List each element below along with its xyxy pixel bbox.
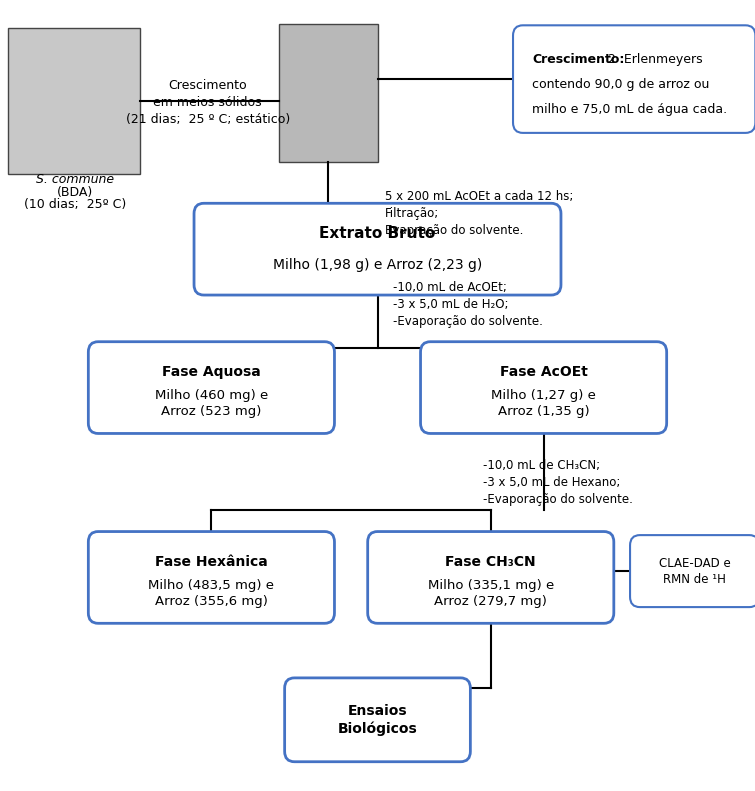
Text: Extrato Bruto: Extrato Bruto	[319, 226, 436, 240]
Text: 5 x 200 mL AcOEt a cada 12 hs;
Filtração;
Evapração do solvente.: 5 x 200 mL AcOEt a cada 12 hs; Filtração…	[385, 190, 574, 237]
FancyBboxPatch shape	[513, 25, 755, 133]
FancyBboxPatch shape	[88, 342, 334, 433]
FancyBboxPatch shape	[630, 535, 755, 607]
Text: 2  Erlenmeyers: 2 Erlenmeyers	[603, 53, 702, 66]
FancyBboxPatch shape	[194, 203, 561, 295]
Text: Milho (1,98 g) e Arroz (2,23 g): Milho (1,98 g) e Arroz (2,23 g)	[273, 258, 482, 272]
Text: Crescimento:: Crescimento:	[532, 53, 624, 66]
Text: CLAE-DAD e
RMN de ¹H: CLAE-DAD e RMN de ¹H	[658, 557, 731, 585]
Text: Ensaios
Biológicos: Ensaios Biológicos	[337, 704, 418, 736]
Text: Milho (483,5 mg) e
Arroz (355,6 mg): Milho (483,5 mg) e Arroz (355,6 mg)	[149, 579, 274, 607]
FancyBboxPatch shape	[88, 532, 334, 623]
Text: -10,0 mL de AcOEt;
-3 x 5,0 mL de H₂O;
-Evaporação do solvente.: -10,0 mL de AcOEt; -3 x 5,0 mL de H₂O; -…	[393, 281, 543, 327]
FancyBboxPatch shape	[421, 342, 667, 433]
Text: Milho (1,27 g) e
Arroz (1,35 g): Milho (1,27 g) e Arroz (1,35 g)	[492, 389, 596, 418]
Text: -10,0 mL de CH₃CN;
-3 x 5,0 mL de Hexano;
-Evaporação do solvente.: -10,0 mL de CH₃CN; -3 x 5,0 mL de Hexano…	[483, 459, 633, 505]
Text: Crescimento
em meios sólidos
(21 dias;  25 º C; estático): Crescimento em meios sólidos (21 dias; 2…	[125, 79, 290, 127]
Text: (10 dias;  25º C): (10 dias; 25º C)	[24, 198, 127, 210]
Text: Fase AcOEt: Fase AcOEt	[500, 365, 587, 379]
Text: Fase CH₃CN: Fase CH₃CN	[445, 554, 536, 569]
Text: (BDA): (BDA)	[57, 186, 94, 199]
Text: contendo 90,0 g de arroz ou: contendo 90,0 g de arroz ou	[532, 78, 709, 91]
Text: Milho (335,1 mg) e
Arroz (279,7 mg): Milho (335,1 mg) e Arroz (279,7 mg)	[427, 579, 554, 607]
FancyBboxPatch shape	[8, 28, 140, 174]
Text: milho e 75,0 mL de água cada.: milho e 75,0 mL de água cada.	[532, 103, 727, 115]
Text: Milho (460 mg) e
Arroz (523 mg): Milho (460 mg) e Arroz (523 mg)	[155, 389, 268, 418]
Text: Fase Aquosa: Fase Aquosa	[162, 365, 260, 379]
Text: Fase Hexânica: Fase Hexânica	[155, 554, 268, 569]
FancyBboxPatch shape	[279, 24, 378, 162]
FancyBboxPatch shape	[368, 532, 614, 623]
FancyBboxPatch shape	[285, 678, 470, 762]
Text: S. commune: S. commune	[36, 173, 115, 186]
